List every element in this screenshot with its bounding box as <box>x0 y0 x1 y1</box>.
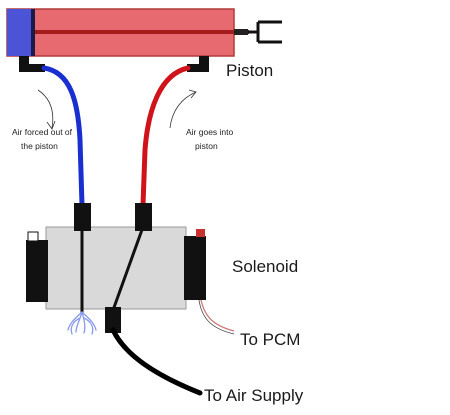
cylinder-port-right <box>199 56 209 70</box>
solenoid-left-tab <box>27 231 39 242</box>
solenoid-right-coil <box>184 236 206 300</box>
solenoid-left-coil <box>26 240 48 302</box>
solenoid-port-bottom <box>105 307 121 333</box>
solenoid-right-tab <box>196 229 205 237</box>
pcm-wire-dark <box>198 299 235 335</box>
cylinder-port-right-elbow <box>187 64 209 72</box>
cylinder-port-left-elbow <box>19 64 45 72</box>
rod-end-clevis <box>234 29 248 35</box>
piston-cylinder <box>6 8 282 57</box>
passage-supply <box>110 226 145 314</box>
exhaust-hose <box>41 65 85 208</box>
label-air-out-line1: Air forced out of <box>12 127 73 137</box>
label-air-out-line2: the piston <box>21 141 58 151</box>
label-to-pcm: To PCM <box>240 330 300 349</box>
air-out-arrowhead <box>46 120 56 130</box>
piston-rod <box>35 30 249 34</box>
label-solenoid: Solenoid <box>232 257 298 276</box>
exhaust-puff <box>67 311 97 335</box>
solenoid-port-exhaust-top <box>74 203 91 231</box>
label-air-in-line1: Air goes into <box>186 127 234 137</box>
air-in-arrow <box>169 91 197 129</box>
label-to-air-supply: To Air Supply <box>204 386 304 405</box>
solenoid <box>26 203 206 333</box>
solenoid-body <box>45 226 187 310</box>
air-in-arrowhead <box>188 89 197 99</box>
supply-hose <box>140 65 191 208</box>
air-supply-hose <box>110 327 203 396</box>
pcm-wire <box>200 299 235 332</box>
piston-head-edge <box>31 9 35 56</box>
piston-head <box>7 9 33 56</box>
label-air-in-line2: piston <box>195 141 218 151</box>
fork-clevis <box>248 20 282 44</box>
solenoid-port-supply-top <box>135 203 152 231</box>
cylinder-port-left <box>19 56 29 70</box>
label-piston: Piston <box>226 61 273 80</box>
air-out-arrow <box>37 89 54 129</box>
